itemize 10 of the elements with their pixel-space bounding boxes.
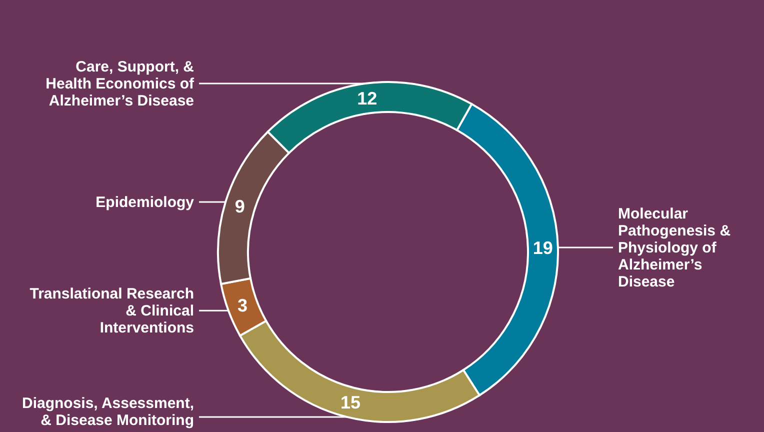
data-label: 3 xyxy=(237,295,248,316)
data-label: 9 xyxy=(234,196,245,216)
slice-label: Diagnosis, Assessment, & Disease Monitoring xyxy=(22,394,194,428)
slice-label: Molecular Pathogenesis & Physiology of Alzheimer’s Disease xyxy=(618,204,731,290)
data-label: 19 xyxy=(532,238,553,258)
slice-label: Care, Support, & Health Economics of Alzheimer’s Disease xyxy=(46,58,196,110)
data-label: 12 xyxy=(357,88,378,108)
slice-label: Epidemiology xyxy=(96,194,195,211)
slice-label: Translational Research & Clinical Interventions xyxy=(30,285,194,336)
data-label: 15 xyxy=(340,392,361,412)
